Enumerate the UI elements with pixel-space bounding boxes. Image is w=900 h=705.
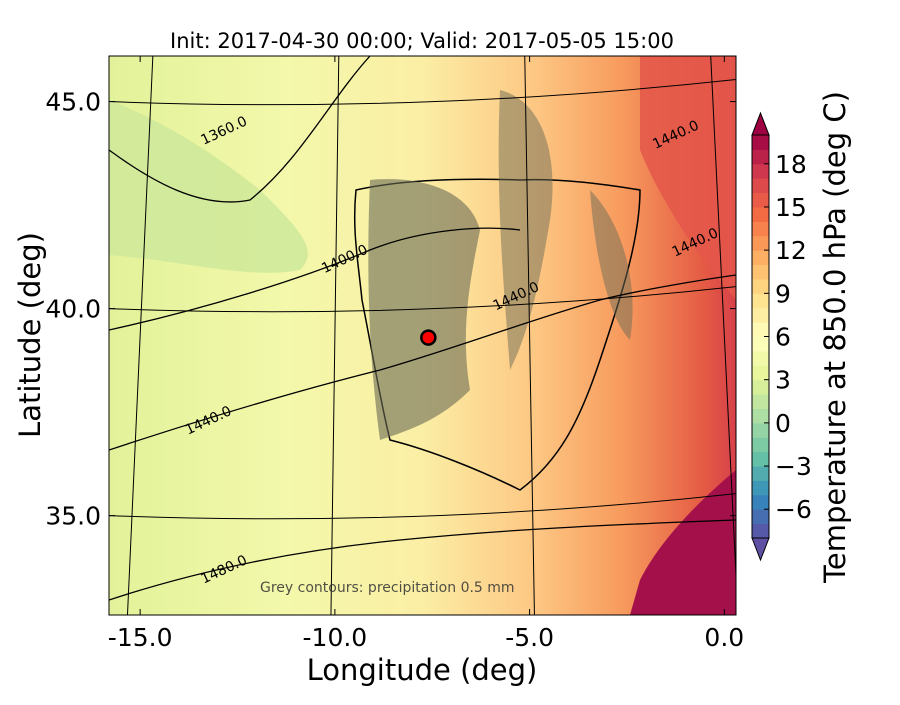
x-axis-label: Longitude (deg) bbox=[307, 653, 538, 687]
colorbar-band bbox=[752, 365, 769, 381]
colorbar-band bbox=[752, 408, 769, 424]
colorbar-tick-label: 6 bbox=[775, 323, 791, 352]
colorbar-band bbox=[752, 278, 769, 294]
geopotential-line-1480 bbox=[109, 519, 736, 601]
colorbar-tick-label: 9 bbox=[775, 279, 791, 308]
colorbar-extend-min bbox=[751, 537, 770, 562]
colorbar-band bbox=[752, 394, 769, 409]
meridian-line bbox=[126, 56, 154, 615]
y-axis-label: Latitude (deg) bbox=[13, 232, 47, 438]
meridian-line bbox=[524, 56, 535, 615]
precipitation-annotation: Grey contours: precipitation 0.5 mm bbox=[260, 580, 515, 596]
colorbar-extend-max bbox=[751, 111, 770, 136]
meridian-line bbox=[710, 56, 736, 586]
colorbar-band bbox=[752, 178, 769, 194]
warm-region-southeast bbox=[630, 470, 736, 615]
colorbar-band bbox=[752, 163, 769, 179]
colorbar-band bbox=[752, 451, 769, 467]
colorbar-label: Temperature at 850.0 hPa (deg C) bbox=[818, 91, 852, 584]
colorbar-band bbox=[752, 336, 769, 352]
chart-title: Init: 2017-04-30 00:00; Valid: 2017-05-0… bbox=[170, 29, 674, 53]
colorbar-band bbox=[752, 235, 769, 251]
colorbar-band bbox=[752, 307, 769, 323]
geopotential-line-1440 bbox=[109, 274, 736, 451]
x-tick-label: -5.0 bbox=[505, 623, 554, 652]
colorbar-band bbox=[752, 206, 769, 222]
colorbar-band bbox=[752, 293, 769, 309]
colorbar-tick-label: −3 bbox=[775, 452, 812, 481]
geopotential-lines bbox=[109, 56, 736, 601]
x-tick-label: -15.0 bbox=[108, 623, 173, 652]
colorbar-tick-label: 0 bbox=[775, 409, 791, 438]
location-marker bbox=[420, 329, 437, 346]
meridian-line bbox=[330, 56, 340, 615]
cool-region-northwest bbox=[109, 100, 308, 273]
y-tick-label: 40.0 bbox=[45, 295, 101, 324]
colorbar-tick-label: −6 bbox=[775, 495, 812, 524]
plot-frame bbox=[108, 55, 737, 616]
terrain-shading-west bbox=[368, 179, 480, 441]
colorbar-tick-label: 12 bbox=[775, 236, 807, 265]
colorbar-band bbox=[752, 149, 769, 165]
warm-region-east bbox=[640, 56, 736, 300]
colorbar-band bbox=[752, 509, 769, 525]
colorbar-band bbox=[752, 494, 769, 510]
colorbar-band bbox=[752, 264, 769, 280]
colorbar-tick-label: 3 bbox=[775, 366, 791, 395]
colorbar-band bbox=[752, 192, 769, 208]
plot-area: 1360.01400.01440.01480.01440.01440.01440… bbox=[109, 56, 736, 615]
parallel-line bbox=[109, 493, 736, 520]
colorbar: −6 −3 0 3 6 9 12 15 18 bbox=[751, 111, 812, 562]
colorbar-band bbox=[752, 221, 769, 237]
colorbar-tick-label: 15 bbox=[775, 193, 807, 222]
colorbar-band bbox=[752, 466, 769, 481]
x-axis: -15.0 -10.0 -5.0 0.0 bbox=[108, 56, 744, 652]
parallel-line bbox=[109, 79, 736, 106]
terrain-shading-southeast bbox=[590, 190, 633, 340]
colorbar-band bbox=[752, 437, 769, 453]
colorbar-band bbox=[752, 250, 769, 266]
y-tick-label: 45.0 bbox=[45, 88, 101, 117]
x-tick-label: -10.0 bbox=[303, 623, 368, 652]
colorbar-band bbox=[752, 480, 769, 496]
y-axis: 35.0 40.0 45.0 bbox=[45, 88, 736, 531]
geopotential-line-1360 bbox=[109, 56, 371, 203]
colorbar-band bbox=[752, 135, 769, 150]
colorbar-band bbox=[752, 350, 769, 366]
colorbar-band bbox=[752, 422, 769, 438]
parallel-line bbox=[109, 286, 736, 313]
terrain-shading-east bbox=[498, 90, 553, 370]
geopotential-line-1400 bbox=[109, 227, 521, 331]
colorbar-band bbox=[752, 322, 769, 337]
colorbar-tick-label: 18 bbox=[775, 150, 807, 179]
colorbar-band bbox=[752, 379, 769, 395]
colorbar-band bbox=[752, 523, 769, 539]
x-tick-label: 0.0 bbox=[704, 623, 744, 652]
graticule bbox=[109, 56, 736, 615]
y-tick-label: 35.0 bbox=[45, 502, 101, 531]
